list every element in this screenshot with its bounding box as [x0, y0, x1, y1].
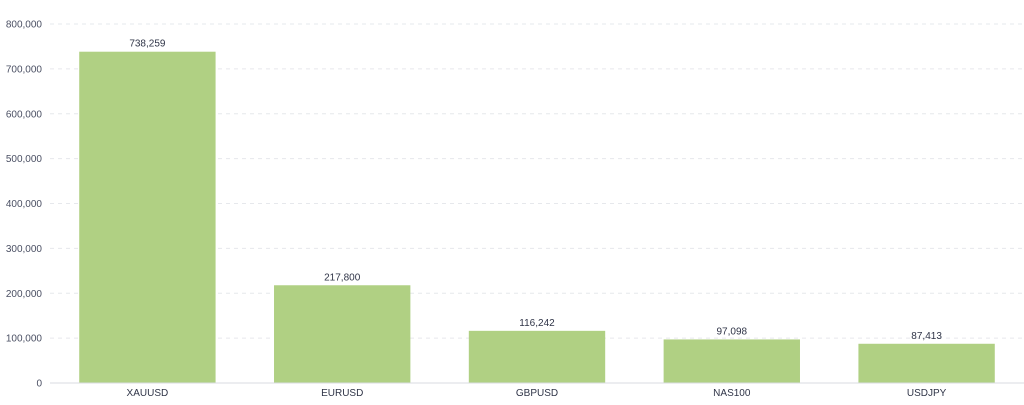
- y-tick-label: 500,000: [6, 154, 43, 165]
- y-tick-label: 400,000: [6, 199, 43, 210]
- x-tick-label-gbpusd: GBPUSD: [516, 388, 558, 399]
- y-tick-label: 700,000: [6, 64, 43, 75]
- x-tick-label-eurusd: EURUSD: [321, 388, 363, 399]
- bars: [79, 51, 995, 384]
- data-label-xauusd: 738,259: [129, 39, 166, 50]
- y-tick-label: 200,000: [6, 289, 43, 300]
- x-axis-labels: XAUUSD EURUSD GBPUSD NAS100 USDJPY: [127, 388, 947, 399]
- data-label-gbpusd: 116,242: [519, 318, 555, 329]
- y-tick-label: 100,000: [6, 334, 43, 345]
- x-tick-label-nas100: NAS100: [713, 388, 751, 399]
- y-tick-label: 600,000: [6, 109, 43, 120]
- bar-gbpusd[interactable]: [468, 330, 606, 383]
- y-tick-label: 300,000: [6, 244, 43, 255]
- data-labels: 738,259 217,800 116,242 97,098 87,413: [129, 39, 942, 342]
- bar-usdjpy[interactable]: [858, 343, 995, 383]
- x-tick-label-xauusd: XAUUSD: [127, 388, 169, 399]
- y-tick-label: 800,000: [6, 20, 43, 31]
- bar-xauusd[interactable]: [79, 51, 216, 384]
- bar-eurusd[interactable]: [274, 285, 411, 383]
- y-tick-label: 0: [36, 379, 42, 390]
- data-label-usdjpy: 87,413: [911, 331, 942, 342]
- data-label-nas100: 97,098: [717, 326, 748, 337]
- data-label-eurusd: 217,800: [324, 272, 361, 283]
- y-axis-ticks: 0 100,000 200,000 300,000 400,000 500,000 600,…: [6, 20, 43, 390]
- x-tick-label-usdjpy: USDJPY: [907, 388, 947, 399]
- bar-nas100[interactable]: [663, 339, 800, 383]
